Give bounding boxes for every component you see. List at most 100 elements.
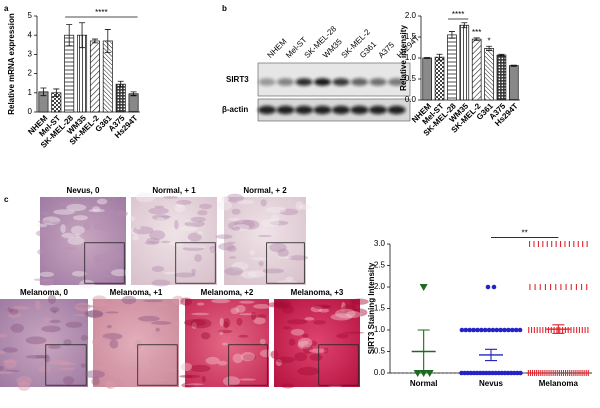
point <box>467 327 472 333</box>
tissue-texture <box>185 246 206 249</box>
tissue-texture <box>9 307 19 315</box>
tissue-texture <box>239 378 256 381</box>
tissue-texture <box>53 209 76 215</box>
tissue-texture <box>41 325 61 333</box>
histology-caption: Melanoma, +2 <box>201 288 254 297</box>
tissue-texture <box>116 210 128 217</box>
tissue-texture <box>88 208 105 213</box>
x-tick-label: Nevus <box>479 379 504 388</box>
tissue-texture <box>122 378 137 388</box>
tissue-texture <box>270 350 279 359</box>
tissue-texture <box>171 295 185 306</box>
tissue-texture <box>247 270 266 278</box>
tissue-texture <box>163 271 176 275</box>
point <box>502 327 507 333</box>
tissue-texture <box>36 223 48 228</box>
tissue-texture <box>265 206 287 214</box>
error-bar <box>424 57 431 59</box>
tissue-texture <box>25 336 47 345</box>
sirt3-band <box>369 78 387 86</box>
tissue-texture <box>176 201 184 208</box>
sirt3-band <box>332 78 350 86</box>
point <box>491 284 497 290</box>
tissue-texture <box>76 268 96 272</box>
tissue-texture <box>134 339 143 350</box>
y-axis-title: SIRT3 Staining Intensity <box>367 262 376 354</box>
histology-inset <box>228 344 268 386</box>
tissue-texture <box>93 365 112 369</box>
y-axis-title: Relative mRNA expression <box>7 13 16 115</box>
tissue-texture <box>35 354 49 359</box>
tissue-texture <box>313 304 329 310</box>
tissue-texture <box>38 220 51 223</box>
tissue-texture <box>330 313 353 321</box>
tissue-texture <box>139 303 149 307</box>
y-tick-label: 1.0 <box>405 53 417 62</box>
tissue-texture <box>168 240 184 246</box>
bar <box>64 34 75 113</box>
tissue-texture <box>151 332 166 337</box>
tissue-texture <box>258 261 264 267</box>
error-bar <box>40 87 47 97</box>
histology-images <box>0 192 369 391</box>
tissue-texture <box>109 339 119 349</box>
tissue-texture <box>285 276 294 282</box>
tissue-texture <box>351 300 356 309</box>
tissue-texture <box>219 331 224 335</box>
tissue-texture <box>281 383 295 389</box>
tissue-texture <box>197 231 203 236</box>
tissue-texture <box>307 340 318 347</box>
y-tick-label: 3.0 <box>374 239 386 248</box>
tissue-texture <box>114 374 132 379</box>
tissue-texture <box>287 319 308 325</box>
tissue-texture <box>33 278 56 282</box>
lane-label: NHEM <box>266 37 289 60</box>
error-bar <box>66 24 73 47</box>
tissue-texture <box>211 298 231 304</box>
bar <box>496 54 507 101</box>
histology-caption: Normal, + 1 <box>152 186 196 195</box>
tissue-texture <box>107 366 126 374</box>
tissue-texture <box>218 329 233 334</box>
tissue-texture <box>94 257 104 267</box>
error-bar <box>473 37 480 41</box>
error-bar <box>53 88 60 98</box>
tissue-texture <box>282 326 291 330</box>
tissue-texture <box>74 302 91 312</box>
tissue-texture <box>282 304 294 314</box>
tissue-texture <box>321 304 332 309</box>
significance: **** <box>452 10 464 19</box>
tissue-texture <box>92 302 112 307</box>
sirt3-band <box>295 78 313 86</box>
tissue-texture <box>160 368 179 372</box>
tissue-texture <box>182 246 204 251</box>
tissue-texture <box>342 304 357 315</box>
tissue-texture <box>2 347 18 353</box>
tissue-texture <box>240 270 257 279</box>
tissue-texture <box>37 249 43 255</box>
sem-bar <box>552 324 565 334</box>
tissue-texture <box>62 376 75 385</box>
tissue-texture <box>173 322 180 326</box>
bar <box>89 40 100 113</box>
tissue-texture <box>154 205 165 209</box>
tissue-texture <box>130 227 138 235</box>
tissue-texture <box>323 347 329 354</box>
tissue-texture <box>0 350 6 355</box>
tissue-texture <box>302 333 309 338</box>
tissue-texture <box>227 217 241 221</box>
tissue-texture <box>93 222 114 231</box>
sirt3-band <box>388 78 405 86</box>
tissue-texture <box>231 261 249 271</box>
sirt3-band <box>351 78 368 86</box>
tissue-texture <box>253 303 272 309</box>
tissue-texture <box>109 210 114 214</box>
tissue-texture <box>174 203 186 213</box>
tissue-texture <box>160 215 172 218</box>
tissue-texture <box>83 221 91 231</box>
tissue-texture <box>288 255 309 261</box>
tissue-texture <box>47 294 57 305</box>
tissue-texture <box>162 195 179 199</box>
histology-image <box>0 299 88 387</box>
tissue-texture <box>25 354 46 359</box>
